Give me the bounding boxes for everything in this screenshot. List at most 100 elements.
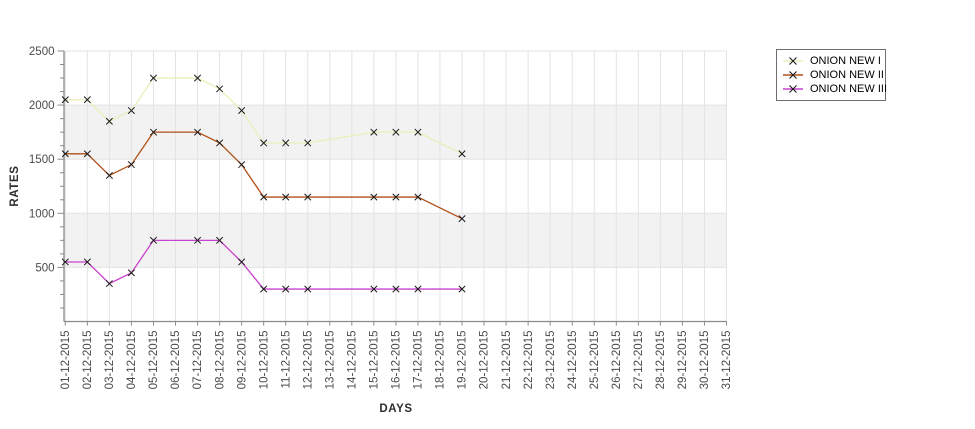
x-tick-label: 29-12-2015 [677, 331, 689, 390]
x-marker [127, 106, 135, 115]
legend-item-onion-new-iii: ONION NEW III [782, 82, 887, 96]
x-tick-label: 19-12-2015 [457, 331, 469, 390]
x-marker [260, 193, 268, 201]
x-marker [282, 139, 290, 147]
x-tick-label: 14-12-2015 [347, 331, 359, 390]
series-onion-new-ii [61, 128, 466, 223]
x-marker [370, 193, 378, 201]
x-tick-label: 26-12-2015 [611, 331, 623, 390]
x-tick-label: 09-12-2015 [236, 331, 248, 390]
y-axis-title: RATES [9, 165, 21, 207]
x-marker [61, 258, 69, 266]
x-tick-label: 07-12-2015 [192, 331, 204, 390]
x-tick-label: 17-12-2015 [413, 331, 425, 390]
x-marker [105, 117, 113, 125]
x-marker-icon [783, 57, 803, 65]
x-marker [83, 150, 91, 158]
x-tick-label: 18-12-2015 [435, 331, 447, 390]
x-marker [149, 128, 158, 136]
x-marker [414, 128, 422, 136]
x-marker [458, 285, 466, 293]
x-tick-label: 22-12-2015 [523, 331, 535, 390]
x-tick-label: 27-12-2015 [633, 331, 645, 390]
x-tick-label: 11-12-2015 [280, 331, 292, 389]
x-tick-label: 06-12-2015 [170, 331, 182, 390]
x-tick-label: 28-12-2015 [655, 331, 667, 390]
x-marker [282, 193, 290, 201]
x-tick-label: 24-12-2015 [567, 331, 579, 390]
x-marker [282, 285, 290, 293]
x-tick-label: 13-12-2015 [324, 331, 336, 390]
x-marker [458, 215, 466, 223]
y-tick-label: 500 [35, 262, 54, 274]
x-tick-label: 31-12-2015 [721, 331, 733, 390]
x-tick-label: 05-12-2015 [148, 331, 160, 390]
y-tick-label: 2000 [29, 100, 55, 112]
x-marker [127, 161, 135, 169]
x-marker [193, 128, 202, 136]
y-tick-labels: 500 1000 1500 2000 2500 [29, 46, 55, 274]
x-marker [260, 139, 268, 147]
x-marker [149, 236, 158, 244]
y-tick-label: 1500 [29, 154, 55, 166]
x-marker [216, 236, 224, 244]
x-marker [216, 139, 224, 147]
x-tick-label: 25-12-2015 [589, 331, 601, 390]
x-marker [414, 193, 422, 201]
x-tick-label: 01-12-2015 [60, 331, 72, 390]
legend-item-onion-new-ii: ONION NEW II [782, 68, 884, 82]
x-marker [83, 258, 91, 266]
x-marker [392, 128, 400, 136]
x-tick-label: 23-12-2015 [545, 331, 557, 390]
x-marker [458, 150, 466, 158]
legend-label: ONION NEW I [810, 55, 881, 67]
x-marker [392, 285, 400, 293]
legend-label: ONION NEW II [810, 69, 884, 81]
x-marker [370, 285, 378, 293]
chart-legend: ONION NEW I ONION NEW II ONION NEW III [776, 49, 887, 101]
axes [57, 50, 727, 326]
x-marker [83, 96, 91, 104]
x-tick-labels: 01-12-2015 02-12-2015 03-12-2015 04-12-2015… [60, 330, 733, 389]
x-tick-label: 10-12-2015 [258, 331, 270, 390]
x-marker-icon [783, 71, 803, 79]
x-tick-label: 21-12-2015 [501, 330, 513, 389]
x-marker [304, 285, 312, 293]
x-marker-icon [783, 85, 803, 93]
x-marker [149, 74, 158, 82]
gridlines [64, 50, 727, 322]
series-onion-new-iii [61, 236, 466, 293]
x-marker [127, 269, 135, 277]
x-tick-label: 15-12-2015 [369, 331, 381, 390]
x-marker [193, 74, 202, 82]
plot-bands [64, 105, 727, 268]
x-marker [304, 139, 312, 147]
x-tick-label: 20-12-2015 [479, 331, 491, 390]
x-tick-label: 03-12-2015 [104, 331, 116, 390]
x-marker [61, 96, 69, 104]
x-marker [238, 106, 246, 115]
x-marker [370, 128, 378, 136]
legend-label: ONION NEW III [810, 83, 887, 95]
series-onion-new-i [61, 74, 466, 158]
x-marker [193, 236, 202, 244]
x-marker [304, 193, 312, 201]
x-axis-title: DAYS [379, 403, 413, 415]
x-tick-label: 12-12-2015 [302, 331, 314, 390]
y-tick-label: 1000 [29, 208, 55, 220]
x-marker [61, 150, 69, 158]
x-marker [238, 161, 246, 169]
x-marker [216, 85, 224, 93]
x-tick-label: 30-12-2015 [699, 331, 711, 390]
x-tick-label: 02-12-2015 [82, 331, 94, 390]
y-tick-label: 2500 [29, 46, 55, 58]
x-tick-label: 16-12-2015 [391, 331, 403, 390]
x-marker [105, 280, 113, 288]
x-marker [105, 171, 113, 179]
x-marker [392, 193, 400, 201]
x-tick-label: 04-12-2015 [126, 331, 138, 390]
x-marker [414, 285, 422, 293]
x-marker [260, 285, 268, 293]
